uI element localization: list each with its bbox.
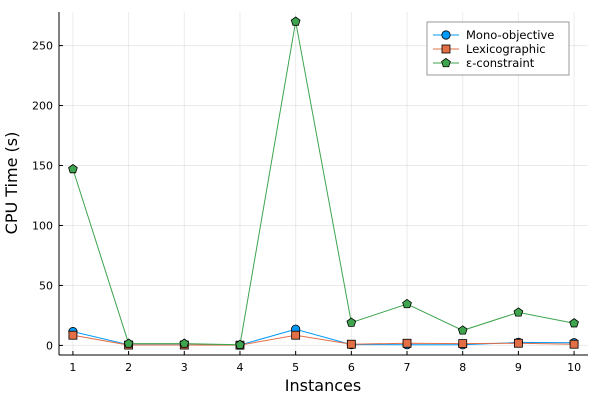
data-point — [68, 164, 78, 174]
series-1 — [68, 330, 579, 350]
data-point — [402, 338, 412, 348]
data-point — [291, 330, 301, 340]
y-tick-label: 200 — [32, 100, 53, 113]
x-tick-label: 8 — [459, 361, 466, 374]
legend-label: Mono-objective — [466, 28, 554, 42]
legend-marker — [441, 30, 451, 40]
legend-entry: Lexicographic — [433, 42, 546, 56]
x-tick-label: 6 — [348, 361, 355, 374]
data-point — [68, 330, 78, 340]
x-tick-label: 7 — [404, 361, 411, 374]
series-line — [72, 328, 575, 346]
series-line — [72, 21, 575, 346]
series-line — [72, 334, 575, 346]
y-tick-label: 0 — [46, 339, 53, 352]
x-tick-label: 5 — [292, 361, 299, 374]
data-point — [513, 307, 524, 317]
data-point — [513, 338, 523, 348]
legend-marker — [441, 57, 451, 68]
y-ticks: 0 50 100 150 200 250 — [32, 40, 63, 352]
x-tick-label: 9 — [515, 361, 522, 374]
y-tick-label: 250 — [32, 40, 53, 53]
x-tick-label: 3 — [181, 361, 188, 374]
x-axis-label: Instances — [285, 376, 361, 395]
legend-label: Lexicographic — [466, 42, 546, 56]
data-point — [458, 339, 468, 349]
data-point — [123, 338, 134, 348]
data-point — [457, 325, 468, 335]
data-point — [569, 339, 579, 349]
series — [68, 16, 579, 350]
x-tick-label: 4 — [236, 361, 243, 374]
data-point — [402, 298, 412, 309]
series-2 — [68, 16, 579, 349]
legend-marker — [441, 44, 451, 54]
data-point — [569, 318, 579, 328]
data-point — [346, 339, 356, 349]
x-tick-label: 10 — [567, 361, 581, 374]
data-point — [346, 317, 357, 327]
y-tick-label: 50 — [39, 279, 53, 292]
data-point — [290, 16, 301, 26]
x-ticks: 1 2 3 4 5 6 7 8 9 10 — [69, 351, 581, 374]
y-tick-label: 150 — [32, 160, 53, 173]
legend-entry: Mono-objective — [433, 28, 554, 42]
y-tick-label: 100 — [32, 219, 53, 232]
data-point — [179, 338, 190, 348]
legend-entry: ε-constraint — [433, 56, 535, 70]
axes — [58, 12, 588, 356]
x-tick-label: 1 — [69, 361, 76, 374]
x-tick-label: 2 — [125, 361, 132, 374]
y-axis-label: CPU Time (s) — [2, 132, 21, 235]
legend-label: ε-constraint — [466, 56, 535, 70]
data-point — [235, 339, 245, 349]
